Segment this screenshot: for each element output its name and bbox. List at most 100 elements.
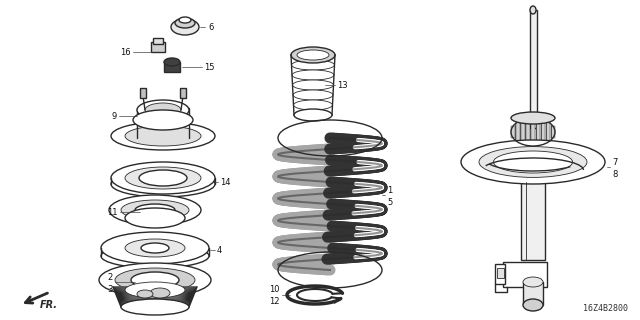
Ellipse shape xyxy=(137,100,189,120)
Text: 5: 5 xyxy=(387,197,392,206)
Ellipse shape xyxy=(101,244,209,268)
Ellipse shape xyxy=(116,294,194,295)
Bar xyxy=(541,120,545,144)
Ellipse shape xyxy=(145,103,181,117)
Ellipse shape xyxy=(113,287,196,289)
Ellipse shape xyxy=(297,50,329,60)
Bar xyxy=(153,38,163,44)
Ellipse shape xyxy=(111,162,215,194)
Ellipse shape xyxy=(511,112,555,124)
Ellipse shape xyxy=(118,298,193,299)
Ellipse shape xyxy=(115,292,195,293)
Ellipse shape xyxy=(135,204,175,216)
Text: 4: 4 xyxy=(217,245,222,254)
Bar xyxy=(164,62,180,72)
Bar xyxy=(511,126,515,138)
Bar xyxy=(140,88,146,98)
Text: 16Z4B2800: 16Z4B2800 xyxy=(583,304,628,313)
Ellipse shape xyxy=(121,306,189,308)
Ellipse shape xyxy=(116,295,193,296)
Text: 16: 16 xyxy=(120,47,131,57)
Ellipse shape xyxy=(115,268,195,292)
Text: 10: 10 xyxy=(269,285,280,294)
Ellipse shape xyxy=(99,263,211,297)
Ellipse shape xyxy=(115,290,195,292)
Ellipse shape xyxy=(120,303,190,305)
Ellipse shape xyxy=(137,290,153,298)
Ellipse shape xyxy=(523,299,543,311)
Ellipse shape xyxy=(125,239,185,257)
Ellipse shape xyxy=(493,151,573,173)
Bar xyxy=(536,118,540,146)
Ellipse shape xyxy=(125,208,185,228)
Ellipse shape xyxy=(175,18,195,28)
Ellipse shape xyxy=(291,47,335,63)
Ellipse shape xyxy=(101,232,209,264)
Bar xyxy=(497,268,504,278)
Bar xyxy=(503,262,547,287)
Ellipse shape xyxy=(117,297,193,298)
Bar xyxy=(521,120,525,144)
Text: 15: 15 xyxy=(204,62,214,71)
Bar xyxy=(521,182,545,260)
Ellipse shape xyxy=(293,90,333,100)
Ellipse shape xyxy=(113,286,197,288)
Bar xyxy=(546,122,550,142)
Ellipse shape xyxy=(131,272,179,288)
Bar xyxy=(495,264,505,284)
Ellipse shape xyxy=(141,243,169,253)
Ellipse shape xyxy=(294,110,332,120)
Ellipse shape xyxy=(121,200,189,220)
Bar xyxy=(516,122,520,142)
Ellipse shape xyxy=(111,171,215,197)
Ellipse shape xyxy=(150,288,170,298)
Text: 1: 1 xyxy=(387,186,392,195)
Ellipse shape xyxy=(292,70,334,80)
Ellipse shape xyxy=(133,110,193,130)
Bar xyxy=(531,118,535,146)
Ellipse shape xyxy=(479,147,587,177)
Text: 14: 14 xyxy=(220,178,230,187)
Ellipse shape xyxy=(294,100,333,110)
Text: 6: 6 xyxy=(208,22,213,31)
Ellipse shape xyxy=(164,58,180,66)
Ellipse shape xyxy=(118,300,191,302)
Ellipse shape xyxy=(292,80,333,90)
Text: 8: 8 xyxy=(612,170,618,179)
Ellipse shape xyxy=(179,17,191,23)
Text: 2: 2 xyxy=(108,274,113,283)
Text: FR.: FR. xyxy=(40,300,58,310)
Ellipse shape xyxy=(111,122,215,150)
Text: 7: 7 xyxy=(612,157,618,166)
Bar xyxy=(151,42,165,52)
Ellipse shape xyxy=(114,288,196,290)
Bar xyxy=(526,118,530,146)
Ellipse shape xyxy=(114,289,196,291)
Text: 12: 12 xyxy=(269,298,280,307)
Bar xyxy=(523,282,543,305)
Ellipse shape xyxy=(109,195,201,225)
Text: 13: 13 xyxy=(337,81,348,90)
Bar xyxy=(137,108,189,138)
Ellipse shape xyxy=(530,6,536,14)
Text: 11: 11 xyxy=(108,207,118,217)
Ellipse shape xyxy=(125,126,201,146)
Ellipse shape xyxy=(294,109,332,121)
Ellipse shape xyxy=(291,50,335,60)
Ellipse shape xyxy=(461,140,605,184)
Bar xyxy=(551,126,555,138)
Ellipse shape xyxy=(118,299,192,300)
Text: 3: 3 xyxy=(108,285,113,294)
Ellipse shape xyxy=(117,296,193,297)
Bar xyxy=(530,10,537,128)
Ellipse shape xyxy=(118,300,191,301)
Ellipse shape xyxy=(116,293,195,294)
Ellipse shape xyxy=(139,170,187,186)
Text: 9: 9 xyxy=(112,111,117,121)
Ellipse shape xyxy=(125,167,201,189)
Ellipse shape xyxy=(171,19,199,35)
Ellipse shape xyxy=(523,277,543,287)
Ellipse shape xyxy=(115,291,195,292)
Ellipse shape xyxy=(291,60,335,70)
Ellipse shape xyxy=(119,301,191,303)
